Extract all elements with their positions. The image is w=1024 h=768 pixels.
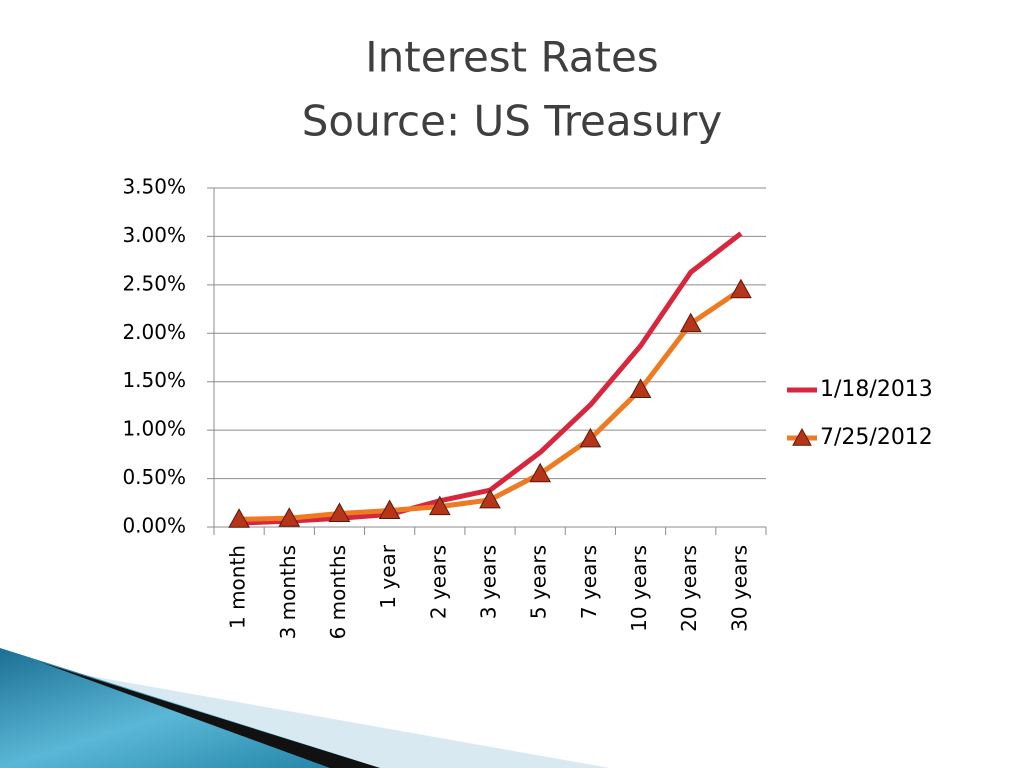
legend-label: 1/18/2013 — [820, 377, 933, 402]
series-marker — [479, 488, 501, 509]
x-tick-label: 20 years — [677, 545, 701, 632]
legend-label: 7/25/2012 — [820, 425, 933, 450]
series-marker — [328, 502, 351, 522]
decor-stripe — [40, 662, 380, 768]
series-marker — [579, 427, 602, 448]
series-marker — [629, 378, 652, 398]
decor-wedge — [0, 648, 380, 768]
series-marker — [378, 499, 401, 520]
x-tick-label: 3 months — [276, 545, 300, 639]
y-tick-label: 2.50% — [122, 271, 186, 295]
y-tick-label: 0.00% — [122, 514, 186, 538]
series-line — [239, 287, 743, 522]
chart-title: Interest Rates — [365, 33, 658, 82]
y-tick-label: 1.00% — [122, 417, 186, 441]
x-tick-label: 7 years — [577, 545, 601, 619]
series-line — [238, 231, 743, 526]
y-tick-label: 3.50% — [122, 175, 186, 199]
series-marker — [428, 495, 451, 516]
plot: 0.00% 0.50% 1.00% 1.50% 2.00% 2.50% 3.00% 3.50%… — [122, 175, 932, 640]
x-tick-label: 5 years — [527, 545, 551, 619]
series-marker — [278, 507, 301, 527]
y-tick-label: 0.50% — [122, 465, 186, 489]
x-tick-label: 3 years — [477, 545, 501, 619]
chart-subtitle: Source: US Treasury — [302, 97, 723, 146]
series-marker — [529, 462, 552, 483]
series-marker — [679, 312, 702, 333]
y-tick-label: 1.50% — [122, 368, 186, 392]
x-tick-label: 6 months — [326, 545, 350, 639]
legend-marker — [792, 427, 812, 446]
y-tick-label: 3.00% — [122, 223, 186, 247]
x-tick-label: 1 month — [226, 545, 250, 629]
x-tick-label: 10 years — [627, 545, 651, 632]
series-marker — [228, 508, 250, 528]
x-tick-label: 30 years — [727, 545, 751, 632]
series-marker — [730, 278, 752, 299]
y-tick-label: 2.00% — [122, 320, 186, 344]
x-tick-label: 2 years — [426, 545, 450, 619]
x-tick-label: 1 year — [376, 544, 400, 608]
